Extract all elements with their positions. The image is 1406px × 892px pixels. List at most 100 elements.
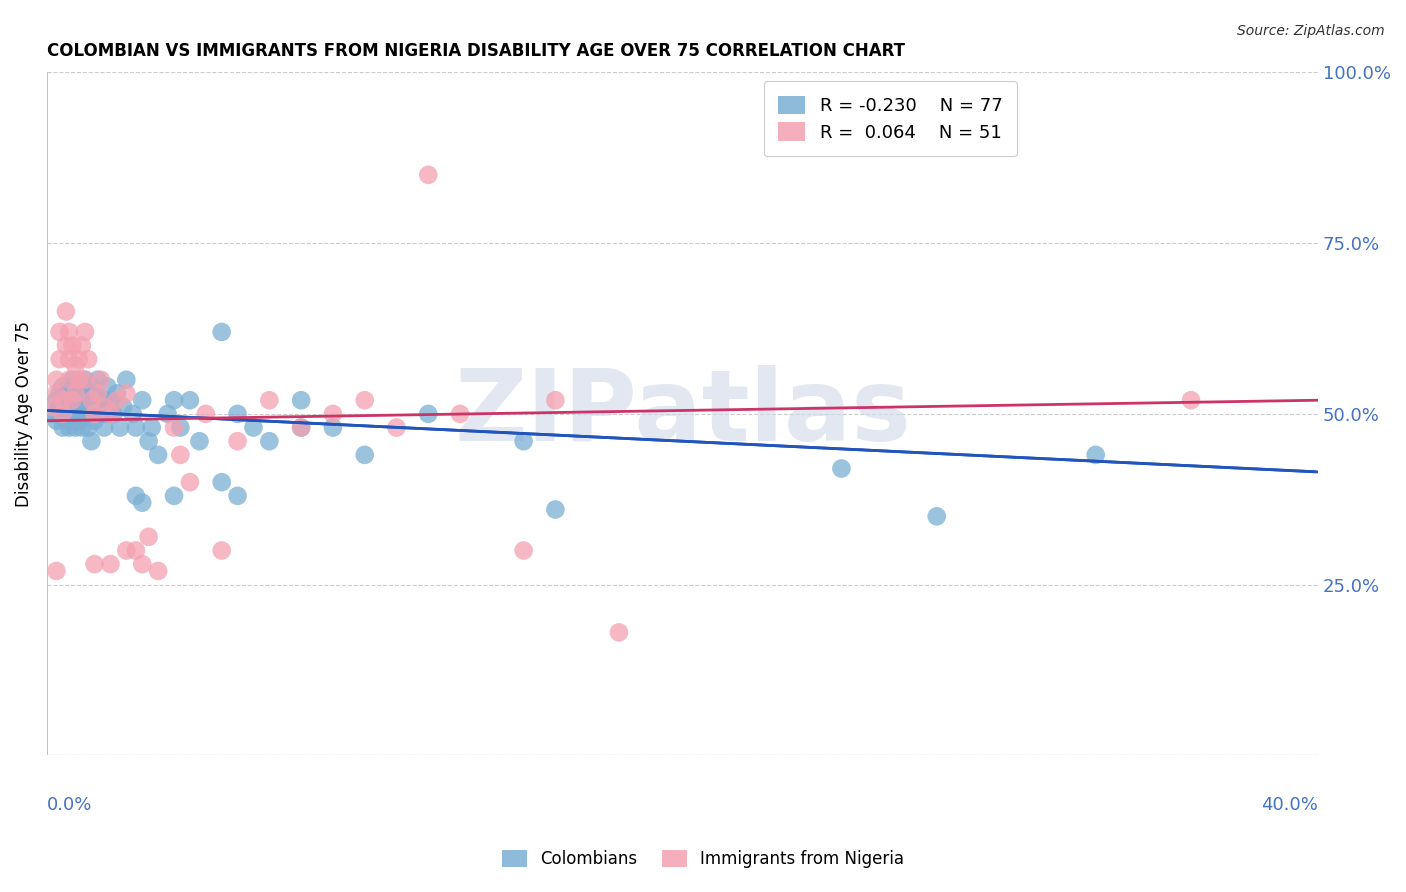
Point [55,386,77,401]
Point [259,434,281,449]
Point [70,393,93,408]
Point [52,407,75,421]
Point [52,393,75,408]
Point [131,496,153,510]
Point [163,393,186,408]
Point [58,325,80,339]
Point [77,420,100,434]
Point [90,407,112,421]
Point [211,325,233,339]
Point [93,393,115,408]
Point [80,393,103,408]
Point [211,543,233,558]
Point [45,414,67,428]
Point [45,564,67,578]
Point [169,448,191,462]
Point [42,400,65,414]
Point [138,530,160,544]
Point [385,420,408,434]
Point [188,434,211,449]
Point [52,393,75,408]
Point [55,414,77,428]
Point [1084,448,1107,462]
Point [60,414,83,428]
Point [60,386,83,401]
Point [73,373,96,387]
Point [80,393,103,408]
Point [115,373,138,387]
Point [70,338,93,352]
Point [179,393,201,408]
Point [60,338,83,352]
Point [226,407,249,421]
Point [67,400,90,414]
Point [830,461,852,475]
Point [83,557,105,571]
Point [65,407,87,421]
Point [58,393,80,408]
Point [48,386,70,401]
Point [65,386,87,401]
Point [87,393,110,408]
Point [108,420,131,434]
Point [512,543,534,558]
Point [146,448,169,462]
Point [73,386,96,401]
Point [322,407,344,421]
Point [607,625,630,640]
Y-axis label: Disability Age Over 75: Disability Age Over 75 [15,321,32,507]
Point [125,420,148,434]
Point [194,407,217,421]
Point [83,407,105,421]
Point [67,386,90,401]
Point [544,393,567,408]
Text: ZIPatlas: ZIPatlas [454,366,911,462]
Point [80,434,103,449]
Point [226,489,249,503]
Point [93,400,115,414]
Point [96,379,118,393]
Point [67,373,90,387]
Text: Source: ZipAtlas.com: Source: ZipAtlas.com [1237,24,1385,38]
Point [115,386,138,401]
Point [65,420,87,434]
Point [48,325,70,339]
Point [60,393,83,408]
Point [322,420,344,434]
Point [138,434,160,449]
Point [55,400,77,414]
Point [58,420,80,434]
Point [121,407,143,421]
Point [55,304,77,318]
Point [290,420,312,434]
Point [65,379,87,393]
Point [100,393,122,408]
Point [90,373,112,387]
Point [125,489,148,503]
Point [58,379,80,393]
Point [925,509,948,524]
Point [449,407,471,421]
Point [353,448,375,462]
Point [125,543,148,558]
Point [290,393,312,408]
Point [115,543,138,558]
Point [77,407,100,421]
Point [100,557,122,571]
Point [179,475,201,490]
Point [93,420,115,434]
Point [163,420,186,434]
Point [67,352,90,367]
Point [131,393,153,408]
Point [52,420,75,434]
Point [141,420,163,434]
Point [87,386,110,401]
Point [52,379,75,393]
Point [80,379,103,393]
Point [65,393,87,408]
Point [131,557,153,571]
Point [512,434,534,449]
Point [42,407,65,421]
Point [163,489,186,503]
Point [70,379,93,393]
